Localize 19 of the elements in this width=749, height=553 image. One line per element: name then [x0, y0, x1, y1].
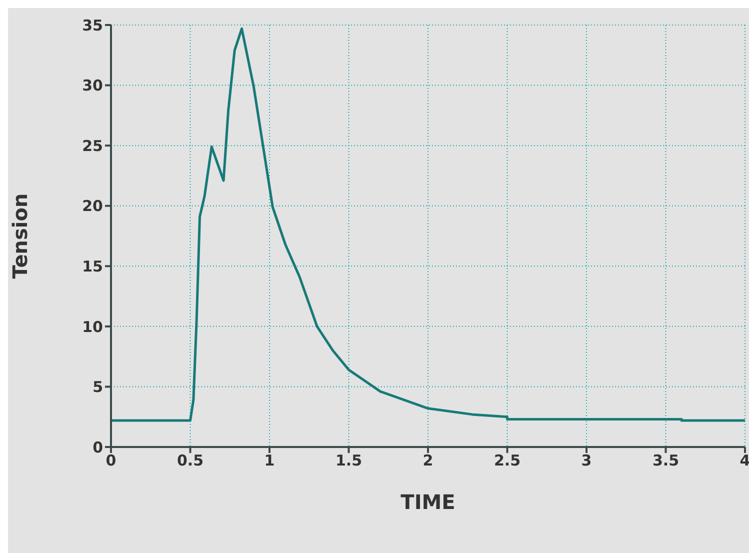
x-tick-label: 3 [581, 452, 592, 470]
y-tick-label: 10 [82, 318, 103, 336]
x-tick-label: 2.5 [494, 452, 521, 470]
x-axis-title: TIME [400, 490, 456, 514]
y-tick-label: 35 [82, 16, 103, 34]
y-tick-label: 5 [92, 378, 103, 396]
y-tick-label: 0 [92, 438, 103, 456]
x-tick-label: 2 [422, 452, 434, 470]
y-axis-title: Tension [8, 193, 32, 279]
x-tick-label: 0 [106, 452, 116, 470]
y-tick-label: 20 [82, 197, 103, 216]
x-tick-label: 3.5 [652, 452, 680, 470]
x-tick-label: 1.5 [335, 452, 362, 470]
x-tick-label: 1 [264, 452, 275, 470]
x-tick-label: 0.5 [176, 452, 204, 470]
y-tick-label: 25 [82, 136, 103, 155]
y-tick-label: 30 [82, 76, 103, 95]
line-series [111, 27, 745, 422]
y-tick-label: 15 [82, 257, 103, 276]
